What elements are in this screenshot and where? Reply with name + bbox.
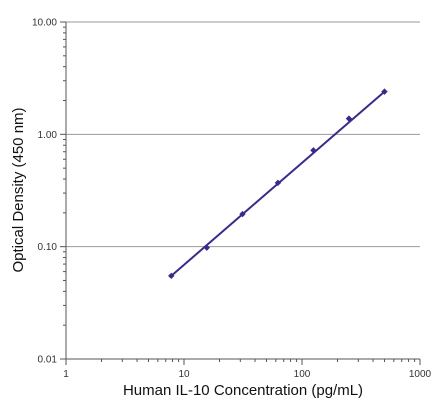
- y-tick-label: 10.00: [32, 18, 57, 29]
- y-tick-labels: 0.01 0.10 1.00 10.00: [32, 18, 57, 366]
- data-point: [168, 272, 175, 280]
- minor-ticks: [60, 21, 421, 365]
- data-point: [345, 115, 353, 122]
- grid-lines: [66, 21, 420, 248]
- x-tick-label: 1: [63, 369, 69, 380]
- data-point: [239, 210, 246, 218]
- y-tick-label: 1.00: [38, 130, 58, 141]
- data-point: [381, 88, 388, 95]
- x-tick-label: 1000: [409, 369, 432, 380]
- y-axis-title: Optical Density (450 nm): [10, 107, 27, 272]
- x-tick-labels: 1 10 100 1000: [63, 369, 431, 380]
- data-point: [274, 179, 282, 187]
- y-tick-label: 0.10: [38, 242, 58, 253]
- x-tick-label: 100: [294, 369, 311, 380]
- axes: [65, 22, 420, 360]
- data-point: [203, 244, 210, 251]
- x-tick-label: 10: [178, 369, 190, 380]
- y-tick-label: 0.01: [38, 355, 58, 366]
- x-axis-title: Human IL-10 Concentration (pg/mL): [123, 382, 363, 399]
- data-point: [310, 147, 317, 154]
- series-group: [168, 88, 388, 280]
